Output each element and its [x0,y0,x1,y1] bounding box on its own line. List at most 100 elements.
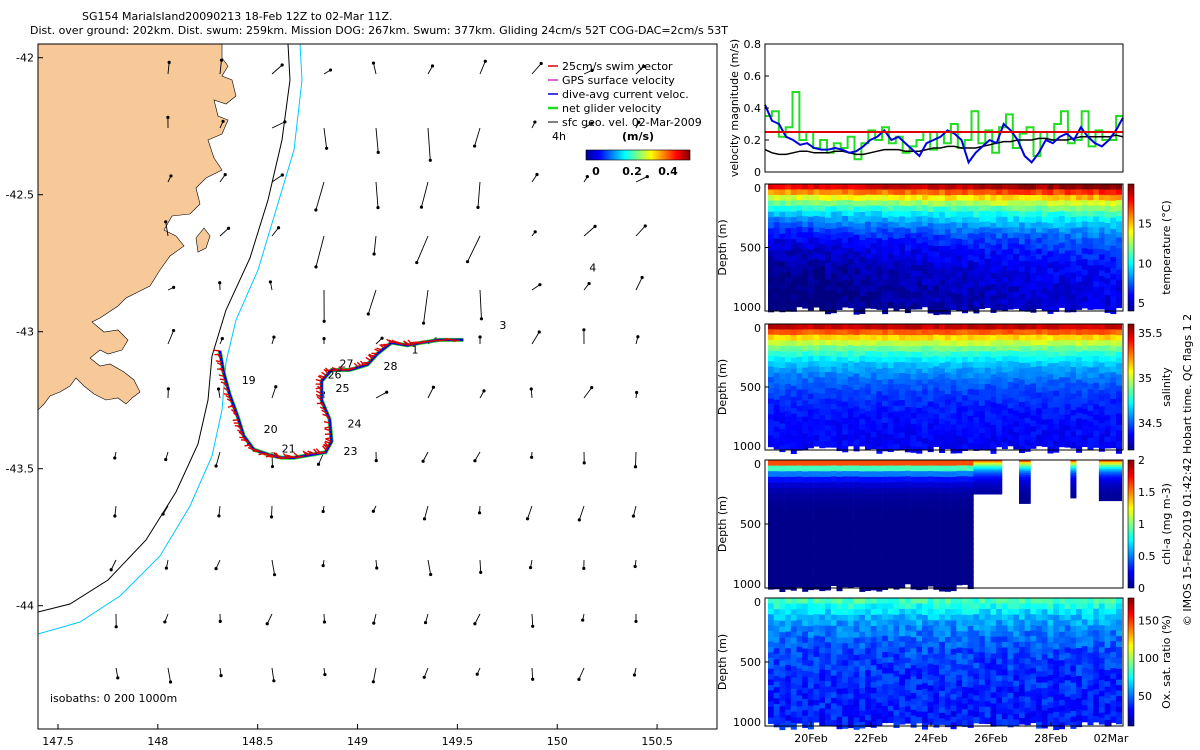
map-legend: 25cm/s swim vector GPS surface velocity … [548,60,702,143]
section-cell [842,351,849,359]
section-cell [870,404,877,412]
section-cell [859,648,866,656]
section-cell [796,400,803,407]
section-cell [842,682,849,690]
section-cell [1053,446,1060,453]
section-cell [836,699,843,707]
section-cell [973,251,980,258]
section-cell [1076,412,1083,420]
section-cell [967,361,974,369]
section-cell [796,279,803,286]
section-cell [887,559,894,567]
section-cell [1019,401,1025,409]
section-cell [1019,379,1025,387]
section-cell [865,227,871,234]
section-cell [950,499,957,507]
colorbar-label: temperature (°C) [1160,200,1173,294]
section-cell [807,717,814,724]
section-cell [1116,430,1122,437]
section-cell [1053,195,1060,202]
section-cell [962,195,968,202]
section-cell [768,685,774,692]
section-cell [893,476,900,484]
section-cell [916,652,923,659]
section-cell [1030,278,1037,285]
section-cell [1019,184,1025,191]
section-cell [813,598,820,605]
section-cell [825,398,831,405]
current-vector [479,559,483,574]
section-cell [1024,478,1031,482]
section-cell [939,368,946,376]
section-cell [887,565,894,572]
section-cell [950,351,957,359]
section-cell [1110,468,1117,472]
section-cell [802,205,809,212]
section-cell [842,671,849,678]
section-cell [853,400,860,408]
section-cell [847,253,854,260]
section-cell [1024,480,1031,484]
section-cell [768,566,774,573]
section-cell [1059,430,1065,437]
section-cell [910,482,917,489]
section-cell [927,520,934,527]
section-cell [1001,361,1008,369]
section-cell [836,643,843,650]
section-cell [830,239,837,247]
section-cell [962,256,968,264]
section-cell [807,561,814,568]
section-cell [1024,340,1031,347]
section-cell [825,356,831,363]
section-cell [893,465,900,473]
section-cell [842,396,849,403]
section-cell [825,636,831,644]
section-cell [1030,420,1037,428]
section-cell [1019,480,1025,484]
section-cell [996,465,1003,469]
section-cell [802,253,809,261]
section-cell [899,184,906,191]
section-cell [979,345,986,353]
section-cell [853,200,860,208]
section-cell [830,301,837,308]
section-cell [847,682,854,689]
section-cell [910,362,917,370]
section-cell [979,194,986,202]
current-vector [323,68,333,75]
section-cell [939,217,946,225]
section-cell [950,516,957,524]
section-cell [853,346,860,353]
section-cell [876,276,883,283]
section-cell [779,357,786,364]
section-cell [796,564,803,571]
section-cell [950,396,957,404]
section-cell [1070,491,1077,494]
section-cell [859,419,866,426]
section-cell [836,205,843,213]
section-cell [979,490,986,493]
section-cell [1001,334,1008,342]
section-cell [830,195,837,202]
section-cell [973,217,980,225]
section-cell [910,476,917,484]
section-cell [1024,467,1031,471]
section-cell [785,184,792,191]
section-cell [1041,211,1048,218]
section-cell [773,421,780,428]
section-cell [796,242,803,249]
section-cell [893,227,900,235]
section-cell [933,339,940,347]
section-cell [1019,489,1025,493]
section-cell [1116,385,1122,393]
section-cell [847,687,854,695]
section-cell [779,200,786,208]
section-cell [876,636,883,643]
section-cell [922,527,928,534]
section-cell [819,200,826,207]
section-cell [870,329,877,336]
section-cell [984,373,991,380]
section-cell [768,560,774,568]
section-cell [865,438,871,445]
section-cell [967,554,974,562]
